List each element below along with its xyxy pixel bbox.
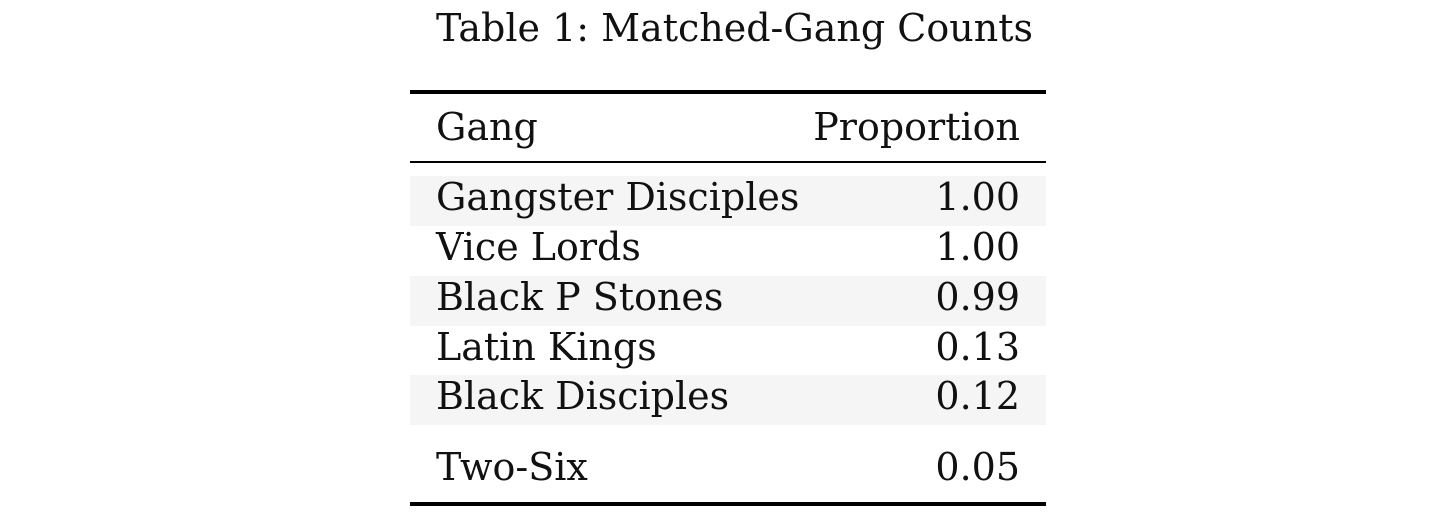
table-row: Two-Six 0.05: [410, 445, 1046, 496]
table-top-rule: [410, 90, 1046, 94]
cell-proportion: 0.99: [935, 275, 1020, 319]
cell-gang: Latin Kings: [436, 325, 657, 369]
cell-gang: Black P Stones: [436, 275, 724, 319]
cell-gang: Two-Six: [436, 445, 588, 489]
table-caption: Table 1: Matched-Gang Counts: [436, 6, 1033, 50]
table-row: Gangster Disciples 1.00: [410, 175, 1046, 226]
table-row: Vice Lords 1.00: [410, 225, 1046, 276]
header-proportion: Proportion: [813, 105, 1020, 149]
cell-proportion: 0.13: [935, 325, 1020, 369]
cell-proportion: 0.12: [935, 374, 1020, 418]
cell-gang: Gangster Disciples: [436, 175, 800, 219]
table-header-row: Gang Proportion: [410, 100, 1046, 156]
cell-proportion: 0.05: [935, 445, 1020, 489]
table-row: Black Disciples 0.12: [410, 374, 1046, 425]
table-header-rule: [410, 161, 1046, 163]
cell-proportion: 1.00: [935, 225, 1020, 269]
cell-gang: Vice Lords: [436, 225, 641, 269]
table-bottom-rule: [410, 502, 1046, 506]
table-row: Latin Kings 0.13: [410, 325, 1046, 376]
cell-gang: Black Disciples: [436, 374, 730, 418]
table-row: Black P Stones 0.99: [410, 275, 1046, 326]
cell-proportion: 1.00: [935, 175, 1020, 219]
header-gang: Gang: [436, 105, 538, 149]
